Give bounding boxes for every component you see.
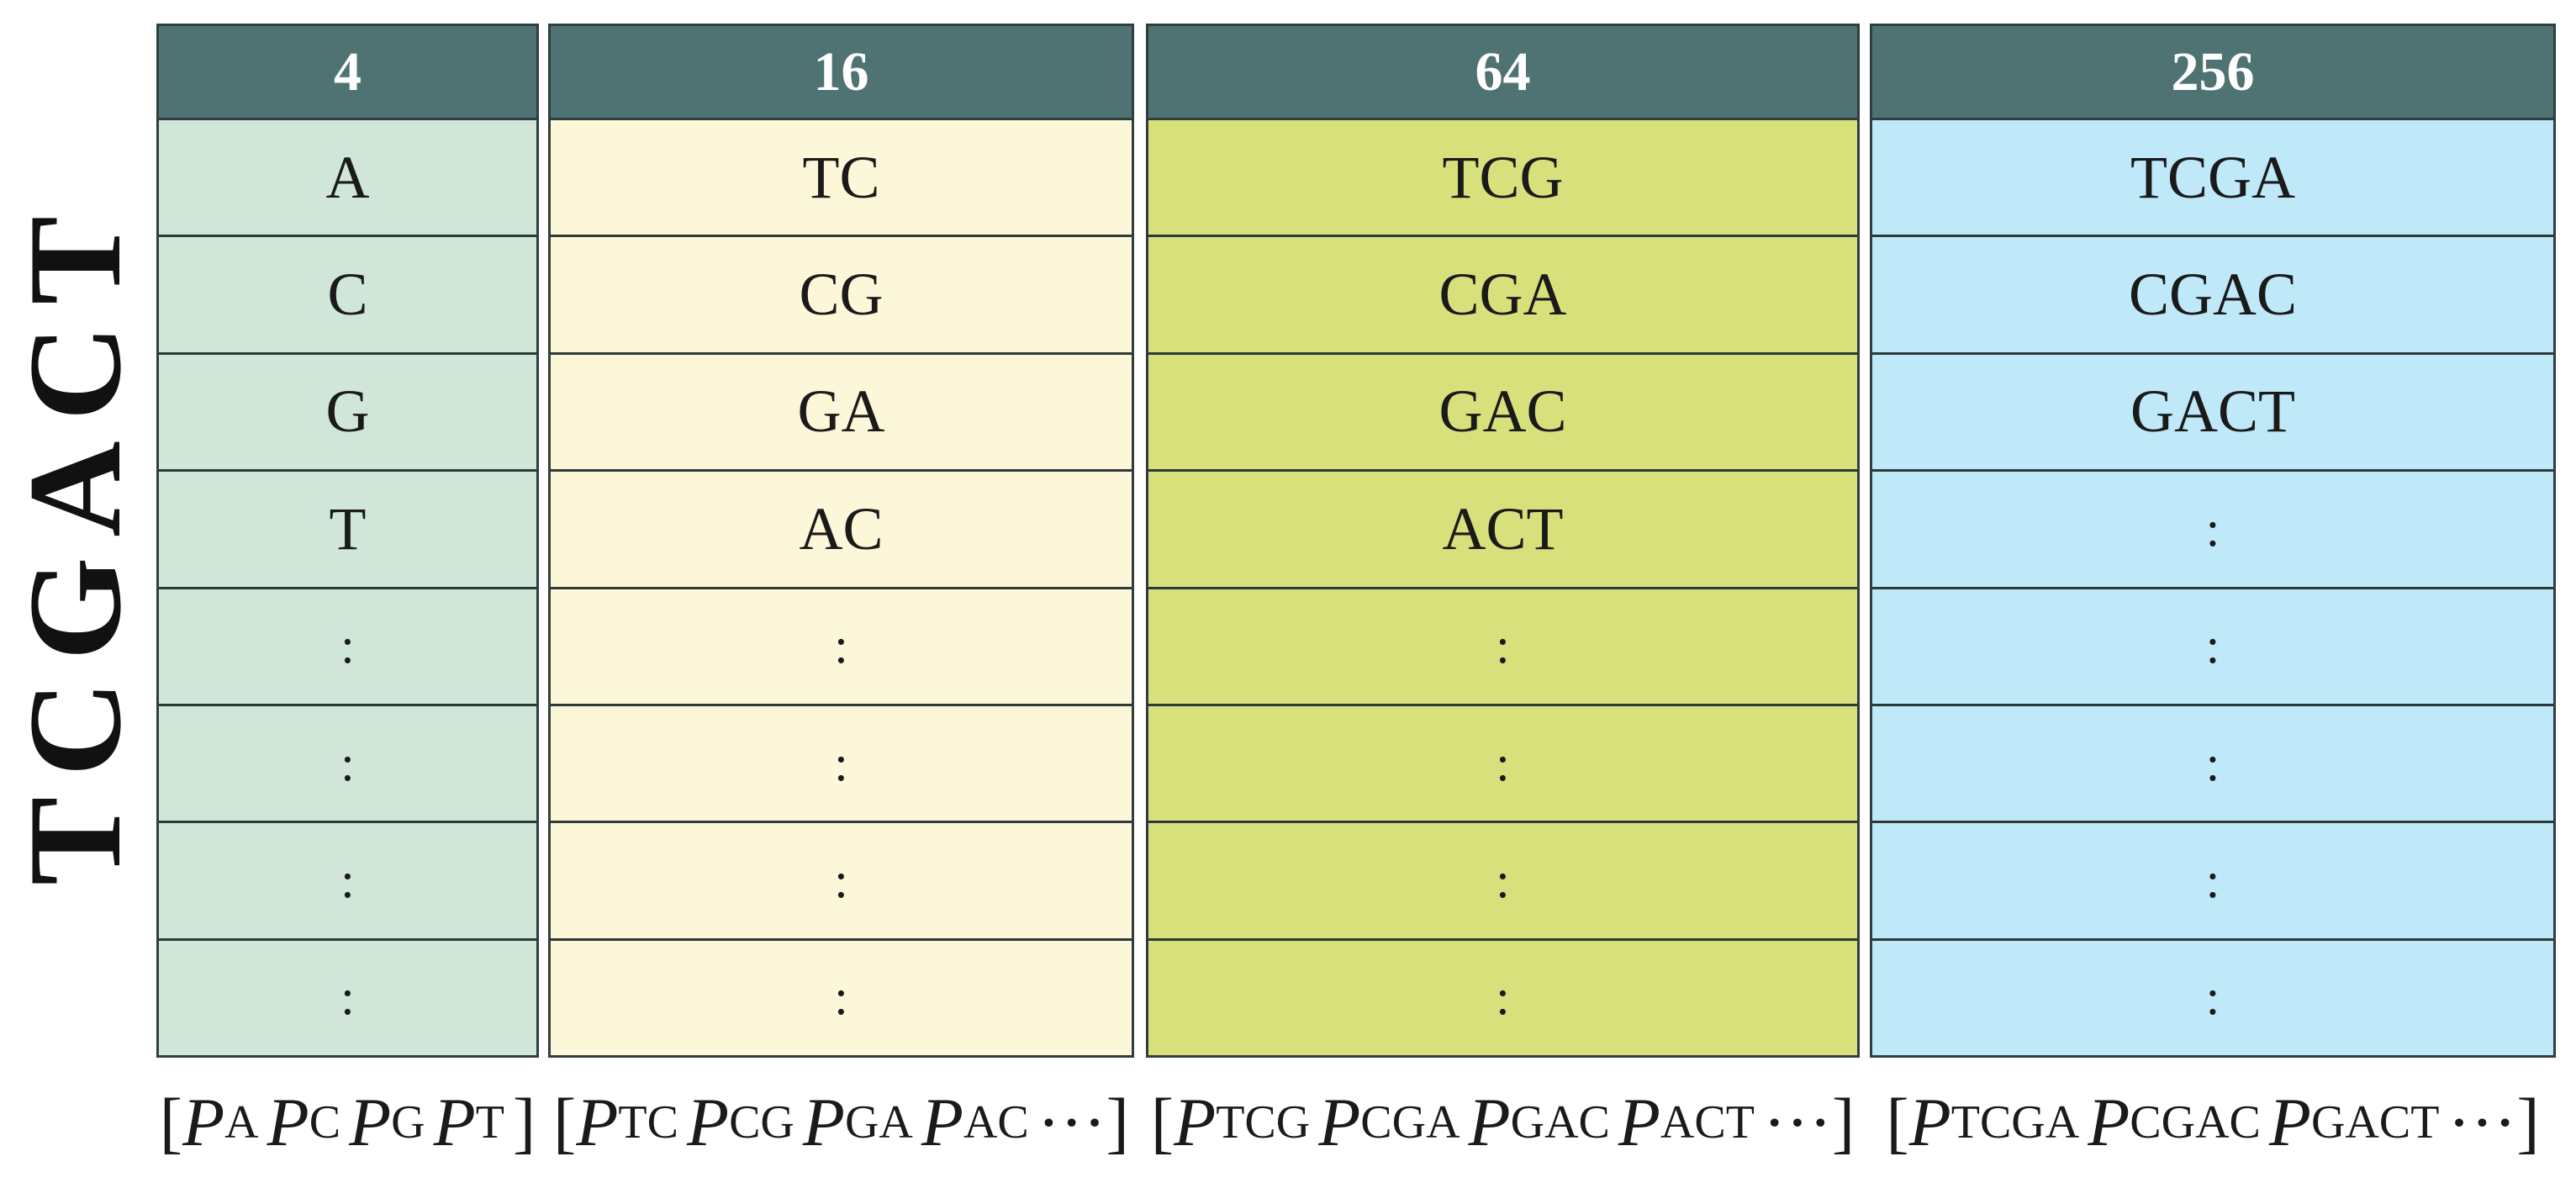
kmer-cell: TCGA: [2130, 143, 2295, 211]
probability-symbol: P: [1468, 1084, 1511, 1160]
kmer-cell: CGAC: [1872, 235, 2553, 351]
ellipsis-cell: :: [1148, 586, 1857, 704]
probability-symbol: P: [686, 1084, 730, 1160]
kmer-cell: A: [325, 143, 370, 211]
probability-vector-256: [P TCGA P CGAC P GACT ···]: [1870, 1068, 2556, 1177]
probability-subscript: GAC: [1510, 1096, 1610, 1149]
kmer-cell: TC: [802, 143, 880, 211]
probability-subscript: ACT: [1660, 1096, 1755, 1149]
probability-symbol: P: [267, 1084, 309, 1160]
bracket-open: [: [553, 1084, 577, 1160]
kmer-cell: C: [159, 235, 536, 351]
ellipsis-cell: :: [1872, 821, 2553, 937]
probability-subscript: CGA: [1360, 1096, 1460, 1149]
column-header: 64: [1148, 26, 1857, 120]
probability-symbol: P: [1908, 1084, 1951, 1160]
kmer-cell: GA: [551, 351, 1132, 469]
vector-ellipsis: ···: [1037, 1084, 1106, 1160]
bracket-close: ]: [1831, 1084, 1855, 1160]
probability-vector-4: [P A P C P G P T]: [156, 1068, 539, 1177]
ellipsis-cell: :: [1872, 703, 2553, 821]
column-header: 4: [159, 26, 536, 120]
ellipsis-cell: :: [1148, 703, 1857, 821]
probability-subscript: AC: [963, 1096, 1029, 1149]
probability-vector-64: [P TCG P CGA P GAC P ACT ···]: [1146, 1068, 1860, 1177]
kmer-cell: CGA: [1148, 235, 1857, 351]
ellipsis-cell: :: [551, 937, 1132, 1055]
ellipsis-cell: :: [551, 821, 1132, 937]
probability-symbol: P: [1618, 1084, 1660, 1160]
kmer-cell: TCG: [1442, 143, 1564, 211]
probability-subscript: GACT: [2310, 1096, 2440, 1149]
probability-symbol: P: [921, 1084, 963, 1160]
bracket-open: [: [1886, 1084, 1909, 1160]
probability-symbol: P: [1318, 1084, 1361, 1160]
ellipsis-cell: :: [1148, 937, 1857, 1055]
kmer-cell: CG: [551, 235, 1132, 351]
ellipsis-cell: :: [551, 703, 1132, 821]
probability-subscript: CGAC: [2130, 1096, 2261, 1149]
ellipsis-cell: :: [1872, 586, 2553, 704]
ellipsis-cell: :: [1872, 469, 2553, 586]
vertical-sequence-label: TCGACT: [2, 24, 149, 1058]
probability-subscript: TCGA: [1950, 1096, 2080, 1149]
bracket-close: ]: [2516, 1084, 2540, 1160]
bracket-open: [: [159, 1084, 183, 1160]
probability-symbol: P: [576, 1084, 619, 1160]
probability-subscript: T: [475, 1096, 504, 1149]
probability-symbol: P: [2088, 1084, 2130, 1160]
ellipsis-cell: :: [1872, 937, 2553, 1055]
probability-subscript: TC: [618, 1096, 678, 1149]
probability-subscript: A: [224, 1096, 259, 1149]
ellipsis-cell: :: [159, 821, 536, 937]
probability-subscript: CG: [729, 1096, 794, 1149]
probability-symbol: P: [802, 1084, 845, 1160]
ellipsis-cell: :: [551, 586, 1132, 704]
kmer-cell: AC: [551, 469, 1132, 586]
probability-symbol: P: [2268, 1084, 2311, 1160]
probability-subscript: G: [391, 1096, 425, 1149]
column-header: 16: [551, 26, 1132, 120]
vertical-sequence-text: TCGACT: [2, 196, 150, 885]
probability-symbol: P: [182, 1084, 225, 1160]
vector-ellipsis: ···: [1762, 1084, 1832, 1160]
probability-symbol: P: [1174, 1084, 1217, 1160]
kmer-cell: G: [159, 351, 536, 469]
kmer-cell: GACT: [1872, 351, 2553, 469]
probability-symbol: P: [349, 1084, 392, 1160]
kmer-cell: ACT: [1148, 469, 1857, 586]
bracket-close: ]: [512, 1084, 536, 1160]
probability-symbol: P: [433, 1084, 476, 1160]
ellipsis-cell: :: [159, 937, 536, 1055]
probability-subscript: GA: [844, 1096, 913, 1149]
bracket-close: ]: [1106, 1084, 1129, 1160]
ellipsis-cell: :: [1148, 821, 1857, 937]
ellipsis-cell: :: [159, 703, 536, 821]
probability-subscript: TCG: [1216, 1096, 1311, 1149]
probability-subscript: C: [309, 1096, 341, 1149]
vector-ellipsis: ···: [2447, 1084, 2517, 1160]
probability-vector-16: [P TC P CG P GA P AC ···]: [548, 1068, 1134, 1177]
ellipsis-cell: :: [159, 586, 536, 704]
kmer-cell: GAC: [1148, 351, 1857, 469]
column-header: 256: [1872, 26, 2553, 120]
kmer-cell: T: [159, 469, 536, 586]
bracket-open: [: [1150, 1084, 1175, 1160]
